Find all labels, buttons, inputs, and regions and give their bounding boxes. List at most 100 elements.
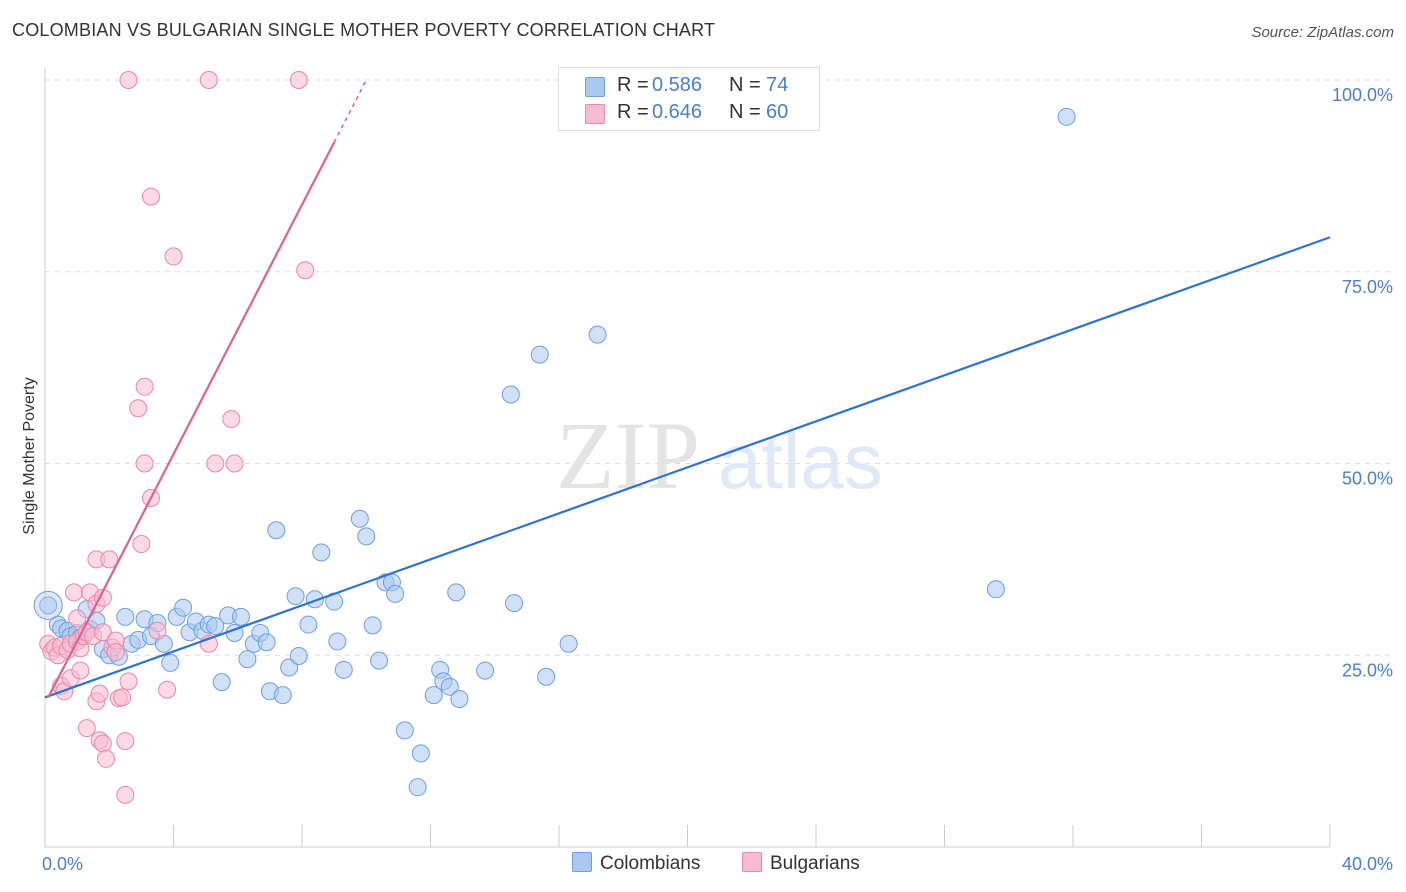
colombian-point	[312, 543, 331, 562]
bulgarian-point	[135, 454, 154, 473]
bottom-legend-colombians: Colombians	[572, 852, 700, 876]
colombian-point	[161, 653, 180, 672]
legend: R = 0.586 N = 74 R = 0.646 N = 60	[558, 67, 820, 131]
legend-r-value: 0.586	[652, 74, 703, 96]
colombian-point	[33, 590, 63, 620]
bulgarian-point	[289, 71, 308, 89]
watermark-zip: ZIP	[556, 402, 700, 509]
bulgarian-point	[116, 732, 135, 751]
legend-row-bulgarians: R = 0.646 N = 60	[559, 101, 819, 127]
colombian-point	[450, 689, 469, 708]
colombian-point	[39, 596, 58, 615]
bulgarian-point	[64, 583, 83, 602]
bulgarian-trend-line	[47, 141, 336, 698]
colombian-point	[328, 632, 347, 651]
y-tick-label: 75.0%	[1342, 277, 1393, 297]
bulgarian-point	[225, 454, 244, 473]
legend-r-value: 0.646	[652, 101, 703, 123]
colombian-point	[559, 634, 578, 653]
bulgarian-point	[135, 377, 154, 396]
colombian-point	[370, 651, 389, 670]
legend-n-value: 60	[766, 101, 789, 123]
colombian-trend-line	[44, 236, 1331, 699]
bulgarian-trend-extension	[333, 79, 367, 143]
bulgarian-swatch	[742, 852, 762, 872]
legend-n-value: 74	[766, 74, 789, 96]
legend-row-colombians: R = 0.586 N = 74	[559, 74, 819, 100]
colombian-point	[231, 607, 250, 626]
colombian-point	[424, 686, 443, 705]
colombian-point	[280, 658, 299, 677]
colombian-point	[395, 721, 414, 740]
trend-lines	[44, 79, 1331, 699]
bulgarian-point	[148, 621, 167, 640]
x-tick-label: 0.0%	[42, 854, 83, 874]
colombian-point	[334, 660, 353, 679]
colombian-point	[267, 521, 286, 540]
colombian-point	[257, 633, 276, 652]
colombian-points	[33, 71, 1076, 797]
bulgarian-point	[97, 749, 116, 768]
colombian-point	[116, 607, 135, 626]
bulgarian-point	[106, 643, 125, 662]
bulgarian-point	[77, 719, 96, 738]
colombian-swatch	[585, 77, 605, 97]
legend-r-label: R =	[617, 74, 649, 96]
colombian-point	[286, 587, 305, 606]
colombian-point	[273, 686, 292, 705]
colombian-point	[986, 580, 1005, 599]
bulgarian-point	[222, 410, 241, 429]
bulgarian-point	[199, 71, 218, 89]
bulgarian-point	[296, 261, 315, 280]
colombian-point	[238, 650, 257, 669]
colombian-swatch	[572, 852, 592, 872]
colombian-point	[289, 647, 308, 666]
bulgarian-points	[39, 71, 315, 804]
colombian-point	[411, 744, 430, 763]
colombian-point	[501, 385, 520, 404]
colombian-point	[537, 667, 556, 686]
bulgarians-label: Bulgarians	[770, 853, 860, 874]
bulgarian-point	[129, 399, 148, 418]
bulgarian-point	[68, 609, 87, 628]
bulgarian-point	[113, 688, 132, 707]
colombian-point	[408, 778, 427, 797]
colombian-point	[386, 584, 405, 603]
watermark-atlas: atlas	[718, 417, 883, 505]
bulgarian-point	[93, 623, 112, 642]
colombian-point	[440, 677, 459, 696]
y-tick-label: 100.0%	[1332, 85, 1393, 105]
colombian-point	[530, 345, 549, 364]
colombian-point	[350, 509, 369, 528]
bulgarian-point	[206, 454, 225, 473]
colombian-point	[505, 594, 524, 613]
x-tick-label: 40.0%	[1342, 854, 1393, 874]
bulgarian-point	[100, 550, 119, 569]
source-credit: Source: ZipAtlas.com	[1251, 24, 1394, 41]
bottom-legend-bulgarians: Bulgarians	[742, 852, 860, 876]
colombian-point	[588, 325, 607, 344]
legend-n-label: N =	[729, 74, 761, 96]
y-tick-label: 50.0%	[1342, 469, 1393, 489]
legend-r-label: R =	[617, 101, 649, 123]
colombian-point	[447, 583, 466, 602]
colombian-point	[212, 673, 231, 692]
bulgarian-point	[116, 785, 135, 804]
tick-labels: 25.0% 50.0% 75.0% 100.0% 0.0% 40.0%	[42, 85, 1393, 874]
colombian-point	[305, 590, 324, 609]
bulgarian-point	[93, 734, 112, 753]
colombian-point	[299, 615, 318, 634]
bulgarian-point	[164, 247, 183, 266]
chart-title: COLOMBIAN VS BULGARIAN SINGLE MOTHER POV…	[12, 20, 716, 40]
bulgarian-point	[158, 680, 177, 699]
bulgarian-point	[90, 684, 109, 703]
colombians-label: Colombians	[600, 853, 701, 874]
bulgarian-swatch	[585, 104, 605, 124]
y-tick-label: 25.0%	[1342, 660, 1393, 680]
colombian-point	[476, 661, 495, 680]
bulgarian-point	[132, 535, 151, 554]
colombian-point	[357, 527, 376, 546]
legend-n-label: N =	[729, 101, 761, 123]
colombian-point	[206, 617, 225, 636]
